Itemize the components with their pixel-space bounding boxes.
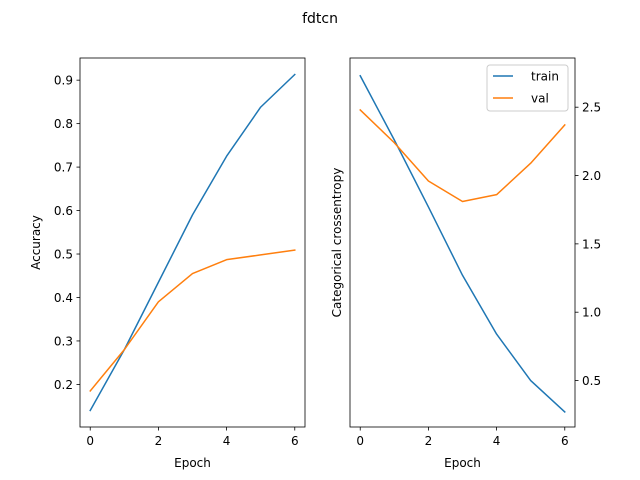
y-tick-label: 1.0 <box>582 306 601 320</box>
y-tick-label: 0.5 <box>54 248 73 262</box>
x-tick-label: 2 <box>155 434 163 448</box>
series-line-val <box>359 108 566 203</box>
y-axis-label: Categorical crossentropy <box>330 168 344 318</box>
loss-chart: 0 2 4 6 0.5 1.0 1.5 2.0 2.5 Epoch Categorical cros… <box>330 57 601 470</box>
x-tick-label: 0 <box>86 434 94 448</box>
x-tick-label: 2 <box>425 434 433 448</box>
legend-label-val: val <box>531 92 549 106</box>
y-tick-label: 0.2 <box>54 378 73 392</box>
figure-title: fdtcn <box>302 11 338 27</box>
plot-frame <box>79 57 306 428</box>
y-tick-label: 0.7 <box>54 161 73 175</box>
plot-frame <box>349 57 576 428</box>
y-tick-label: 0.5 <box>582 374 601 388</box>
y-tick-label: 2.0 <box>582 169 601 183</box>
accuracy-chart: 0 2 4 6 0.2 0.3 0.4 0.5 0.6 0.7 0.8 0.9 Epoch Accurac… <box>29 57 306 470</box>
legend: train val <box>486 64 569 112</box>
y-tick-label: 0.8 <box>54 117 73 131</box>
x-tick-label: 4 <box>493 434 501 448</box>
x-tick-label: 6 <box>291 434 299 448</box>
y-tick-label: 2.5 <box>582 101 601 115</box>
y-axis-label: Accuracy <box>29 215 43 270</box>
x-axis-label: Epoch <box>174 456 211 470</box>
x-tick-label: 4 <box>223 434 231 448</box>
series-line-train <box>359 74 566 414</box>
y-tick-label: 1.5 <box>582 237 601 251</box>
y-tick-label: 0.9 <box>54 74 73 88</box>
y-tick-label: 0.6 <box>54 204 73 218</box>
x-axis-label: Epoch <box>444 456 481 470</box>
y-tick-label: 0.4 <box>54 291 73 305</box>
series-line-val <box>89 249 296 392</box>
x-tick-label: 6 <box>561 434 569 448</box>
x-tick-label: 0 <box>356 434 364 448</box>
legend-label-train: train <box>531 70 559 84</box>
y-tick-label: 0.3 <box>54 334 73 348</box>
